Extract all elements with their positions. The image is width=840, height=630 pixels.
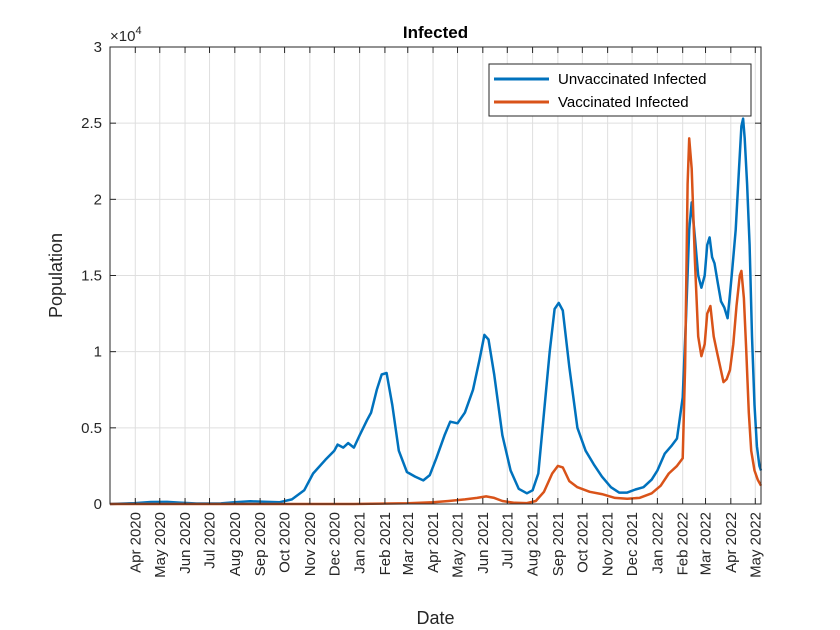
x-tick-label: Nov 2020 [302,512,319,576]
x-tick-label: Nov 2021 [600,512,617,576]
x-tick-label: Jul 2021 [499,512,516,569]
y-tick-label: 2 [94,191,102,208]
x-tick-labels: Apr 2020 May 2020 Jun 2020 Jul 2020 Aug 2020… [127,512,764,578]
y-tick-labels: 0 0.5 1 1.5 2 2.5 3 [81,39,102,513]
y-tick-label: 1 [94,344,102,361]
x-tick-label: Apr 2022 [723,512,740,573]
x-tick-label: Oct 2021 [574,512,591,573]
x-tick-label: Oct 2020 [277,512,294,573]
x-tick-label: May 2022 [747,512,764,578]
y-tick-label: 1.5 [81,268,102,285]
x-tick-label: Sep 2021 [550,512,567,576]
x-tick-label: Aug 2021 [525,512,542,576]
x-axis-label: Date [416,608,454,628]
x-tick-label: Jan 2022 [649,512,666,574]
x-tick-label: Apr 2021 [425,512,442,573]
x-tick-label: Feb 2021 [377,512,394,575]
x-tick-label: Sep 2020 [252,512,269,576]
x-tick-label: May 2021 [450,512,467,578]
series-line-unvaccinated [109,117,763,506]
x-tick-label: Jan 2021 [352,512,369,574]
x-tick-label: Aug 2020 [227,512,244,576]
plot-area: Apr 2020 May 2020 Jun 2020 Jul 2020 Aug 2020… [81,39,764,578]
legend: Unvaccinated Infected Vaccinated Infecte… [488,63,752,117]
y-axis-exponent: ×104 [110,25,142,45]
legend-label-unvaccinated: Unvaccinated Infected [558,71,706,88]
x-tick-label: Mar 2021 [400,512,417,575]
y-tick-label: 0 [94,496,102,513]
x-tick-label: Apr 2020 [127,512,144,573]
x-tick-label: Mar 2022 [698,512,715,575]
tick-marks [110,46,761,505]
x-tick-label: Jun 2020 [177,512,194,574]
x-tick-label: Feb 2022 [675,512,692,575]
legend-box [488,63,752,117]
y-exponent-power: 4 [135,25,141,37]
y-axis-label: Population [46,233,66,318]
x-tick-label: Dec 2021 [624,512,641,576]
y-tick-label: 3 [94,39,102,56]
y-tick-label: 2.5 [81,115,102,132]
x-tick-label: May 2020 [152,512,169,578]
x-tick-label: Jun 2021 [475,512,492,574]
series-line-vaccinated [110,137,763,506]
series-layer [109,117,763,506]
x-tick-label: Dec 2020 [326,512,343,576]
y-exponent-base: ×10 [110,28,135,45]
legend-label-vaccinated: Vaccinated Infected [558,94,689,111]
chart-title: Infected [403,23,468,42]
y-tick-label: 0.5 [81,420,102,437]
x-tick-label: Jul 2020 [202,512,219,569]
